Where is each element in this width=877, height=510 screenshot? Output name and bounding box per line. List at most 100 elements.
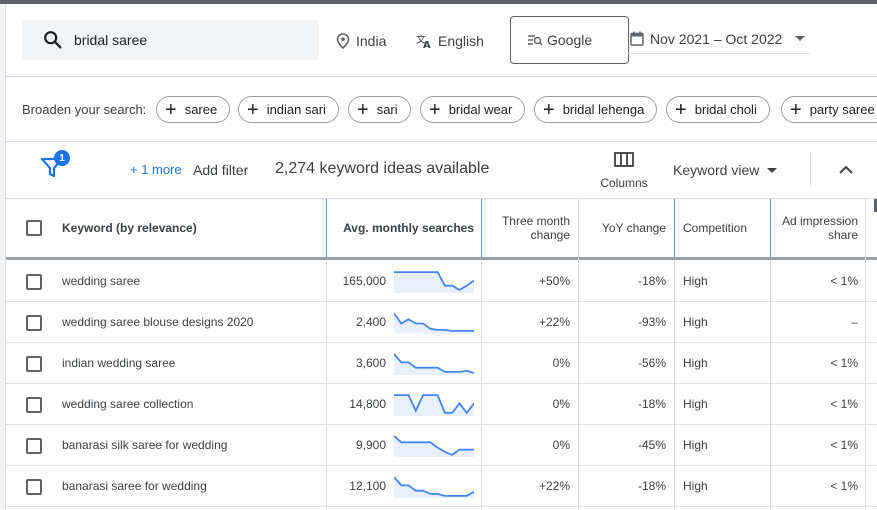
- keyword-cell[interactable]: wedding saree blouse designs 2020: [62, 315, 254, 329]
- translate-icon: 文 A: [416, 33, 431, 49]
- row-checkbox[interactable]: [26, 397, 42, 413]
- search-network-icon: [528, 35, 543, 46]
- trend-area: [394, 477, 474, 498]
- column-divider: [770, 260, 771, 510]
- add-filter-button[interactable]: Add filter: [193, 162, 249, 178]
- ad-share-cell: < 1%: [830, 274, 858, 288]
- plus-icon: +: [247, 98, 259, 121]
- row-checkbox[interactable]: [26, 479, 42, 495]
- row-checkbox[interactable]: [26, 438, 42, 454]
- column-divider: [481, 260, 482, 510]
- plus-icon: +: [357, 98, 369, 121]
- broaden-chip-bridal-lehenga[interactable]: + bridal lehenga: [534, 96, 658, 123]
- keyword-ideas-count: 2,274 keyword ideas available: [275, 160, 490, 177]
- date-range-label: Nov 2021 – Oct 2022: [650, 30, 783, 47]
- broaden-chip-sari[interactable]: + sari: [348, 96, 411, 123]
- keyword-cell[interactable]: wedding saree: [62, 274, 141, 288]
- yoy-cell: -18%: [637, 479, 666, 493]
- trend-sparkline: [394, 353, 474, 375]
- row-checkbox[interactable]: [26, 315, 42, 331]
- trend-sparkline: [394, 394, 474, 416]
- filter-count-badge: 1: [54, 150, 70, 166]
- plus-icon: +: [165, 98, 177, 121]
- trend-line: [394, 312, 474, 332]
- top-border: [0, 0, 877, 4]
- three-month-cell: 0%: [552, 397, 570, 411]
- table-row[interactable]: indian wedding saree 3,600 0% -56% High < 1%: [6, 343, 877, 384]
- trend-line: [394, 394, 474, 415]
- svg-text:A: A: [423, 40, 431, 49]
- location-filter[interactable]: India: [336, 30, 386, 52]
- search-query[interactable]: bridal saree: [74, 32, 148, 48]
- avg-searches-cell: 165,000: [342, 274, 386, 288]
- table-row[interactable]: banarasi silk saree for wedding 9,900 0% -4…: [6, 425, 877, 466]
- header-three-month-change[interactable]: Three month change: [501, 214, 570, 242]
- row-checkbox[interactable]: [26, 274, 42, 290]
- keyword-view-dropdown[interactable]: Keyword view: [673, 162, 778, 178]
- ad-share-cell: –: [851, 315, 858, 329]
- keyword-cell[interactable]: banarasi silk saree for wedding: [62, 438, 228, 452]
- location-pin-icon: [336, 33, 350, 49]
- keyword-cell[interactable]: indian wedding saree: [62, 356, 176, 370]
- row-checkbox[interactable]: [26, 356, 42, 372]
- language-filter[interactable]: 文 A English: [416, 30, 484, 52]
- keyword-cell[interactable]: wedding saree collection: [62, 397, 194, 411]
- column-divider: [326, 199, 327, 257]
- broaden-chip-saree[interactable]: + saree: [156, 96, 231, 123]
- plus-icon: +: [543, 98, 555, 121]
- header-avg-monthly-searches[interactable]: Avg. monthly searches: [343, 221, 474, 235]
- network-filter[interactable]: Google: [510, 16, 629, 64]
- three-month-cell: 0%: [552, 356, 570, 370]
- yoy-cell: -45%: [637, 438, 666, 452]
- header-competition[interactable]: Competition: [683, 221, 748, 235]
- table-row[interactable]: wedding saree 165,000 +50% -18% High < 1%: [6, 261, 877, 302]
- table-header: Keyword (by relevance) Avg. monthly sear…: [6, 199, 877, 257]
- chevron-down-icon: [795, 36, 805, 41]
- header-keyword[interactable]: Keyword (by relevance): [62, 221, 197, 235]
- table-row[interactable]: wedding saree collection 14,800 0% -18% High…: [6, 384, 877, 425]
- header-ad-impression-share[interactable]: Ad impression share: [781, 214, 858, 242]
- scrollbar[interactable]: [874, 199, 877, 212]
- competition-cell: High: [683, 438, 708, 452]
- select-all-checkbox[interactable]: [26, 220, 42, 236]
- svg-text:文: 文: [416, 33, 426, 46]
- more-filters-link[interactable]: + 1 more: [130, 162, 182, 177]
- three-month-cell: +22%: [538, 479, 570, 493]
- table-row[interactable]: wedding saree blouse designs 2020 2,400 +2…: [6, 302, 877, 343]
- competition-cell: High: [683, 479, 708, 493]
- trend-line: [394, 271, 474, 291]
- header-yoy-change[interactable]: YoY change: [601, 221, 666, 235]
- three-month-cell: +50%: [538, 274, 570, 288]
- toolbar-separator: [810, 154, 811, 186]
- avg-searches-cell: 2,400: [355, 315, 386, 329]
- avg-searches-cell: 3,600: [355, 356, 386, 370]
- table-row[interactable]: banarasi saree for wedding 12,100 +22% -18%…: [6, 466, 877, 507]
- avg-searches-cell: 14,800: [349, 397, 386, 411]
- trend-sparkline: [394, 476, 474, 498]
- columns-label: Columns: [600, 176, 648, 190]
- three-month-cell: 0%: [552, 438, 570, 452]
- trend-sparkline: [394, 435, 474, 457]
- chevron-up-icon[interactable]: [838, 162, 854, 178]
- column-divider: [770, 199, 771, 257]
- plus-icon: +: [429, 98, 441, 121]
- divider: [6, 76, 877, 77]
- keyword-cell[interactable]: banarasi saree for wedding: [62, 479, 207, 493]
- location-label: India: [356, 33, 387, 49]
- column-divider: [865, 199, 866, 510]
- trend-line: [394, 476, 474, 497]
- divider: [6, 198, 877, 199]
- broaden-chip-bridal-wear[interactable]: + bridal wear: [420, 96, 526, 123]
- divider: [6, 141, 877, 142]
- broaden-chip-party-saree[interactable]: + party saree: [781, 96, 877, 123]
- date-range-filter[interactable]: Nov 2021 – Oct 2022: [628, 24, 811, 54]
- keyword-view-label: Keyword view: [673, 162, 760, 178]
- avg-searches-cell: 9,900: [355, 438, 386, 452]
- yoy-cell: -18%: [637, 274, 666, 288]
- broaden-chip-indian-sari[interactable]: + indian sari: [238, 96, 339, 123]
- three-month-cell: +22%: [538, 315, 570, 329]
- ad-share-cell: < 1%: [830, 479, 858, 493]
- keyword-search-box[interactable]: bridal saree: [22, 20, 319, 60]
- broaden-chip-bridal-choli[interactable]: + bridal choli: [666, 96, 770, 123]
- columns-button[interactable]: Columns: [598, 152, 650, 192]
